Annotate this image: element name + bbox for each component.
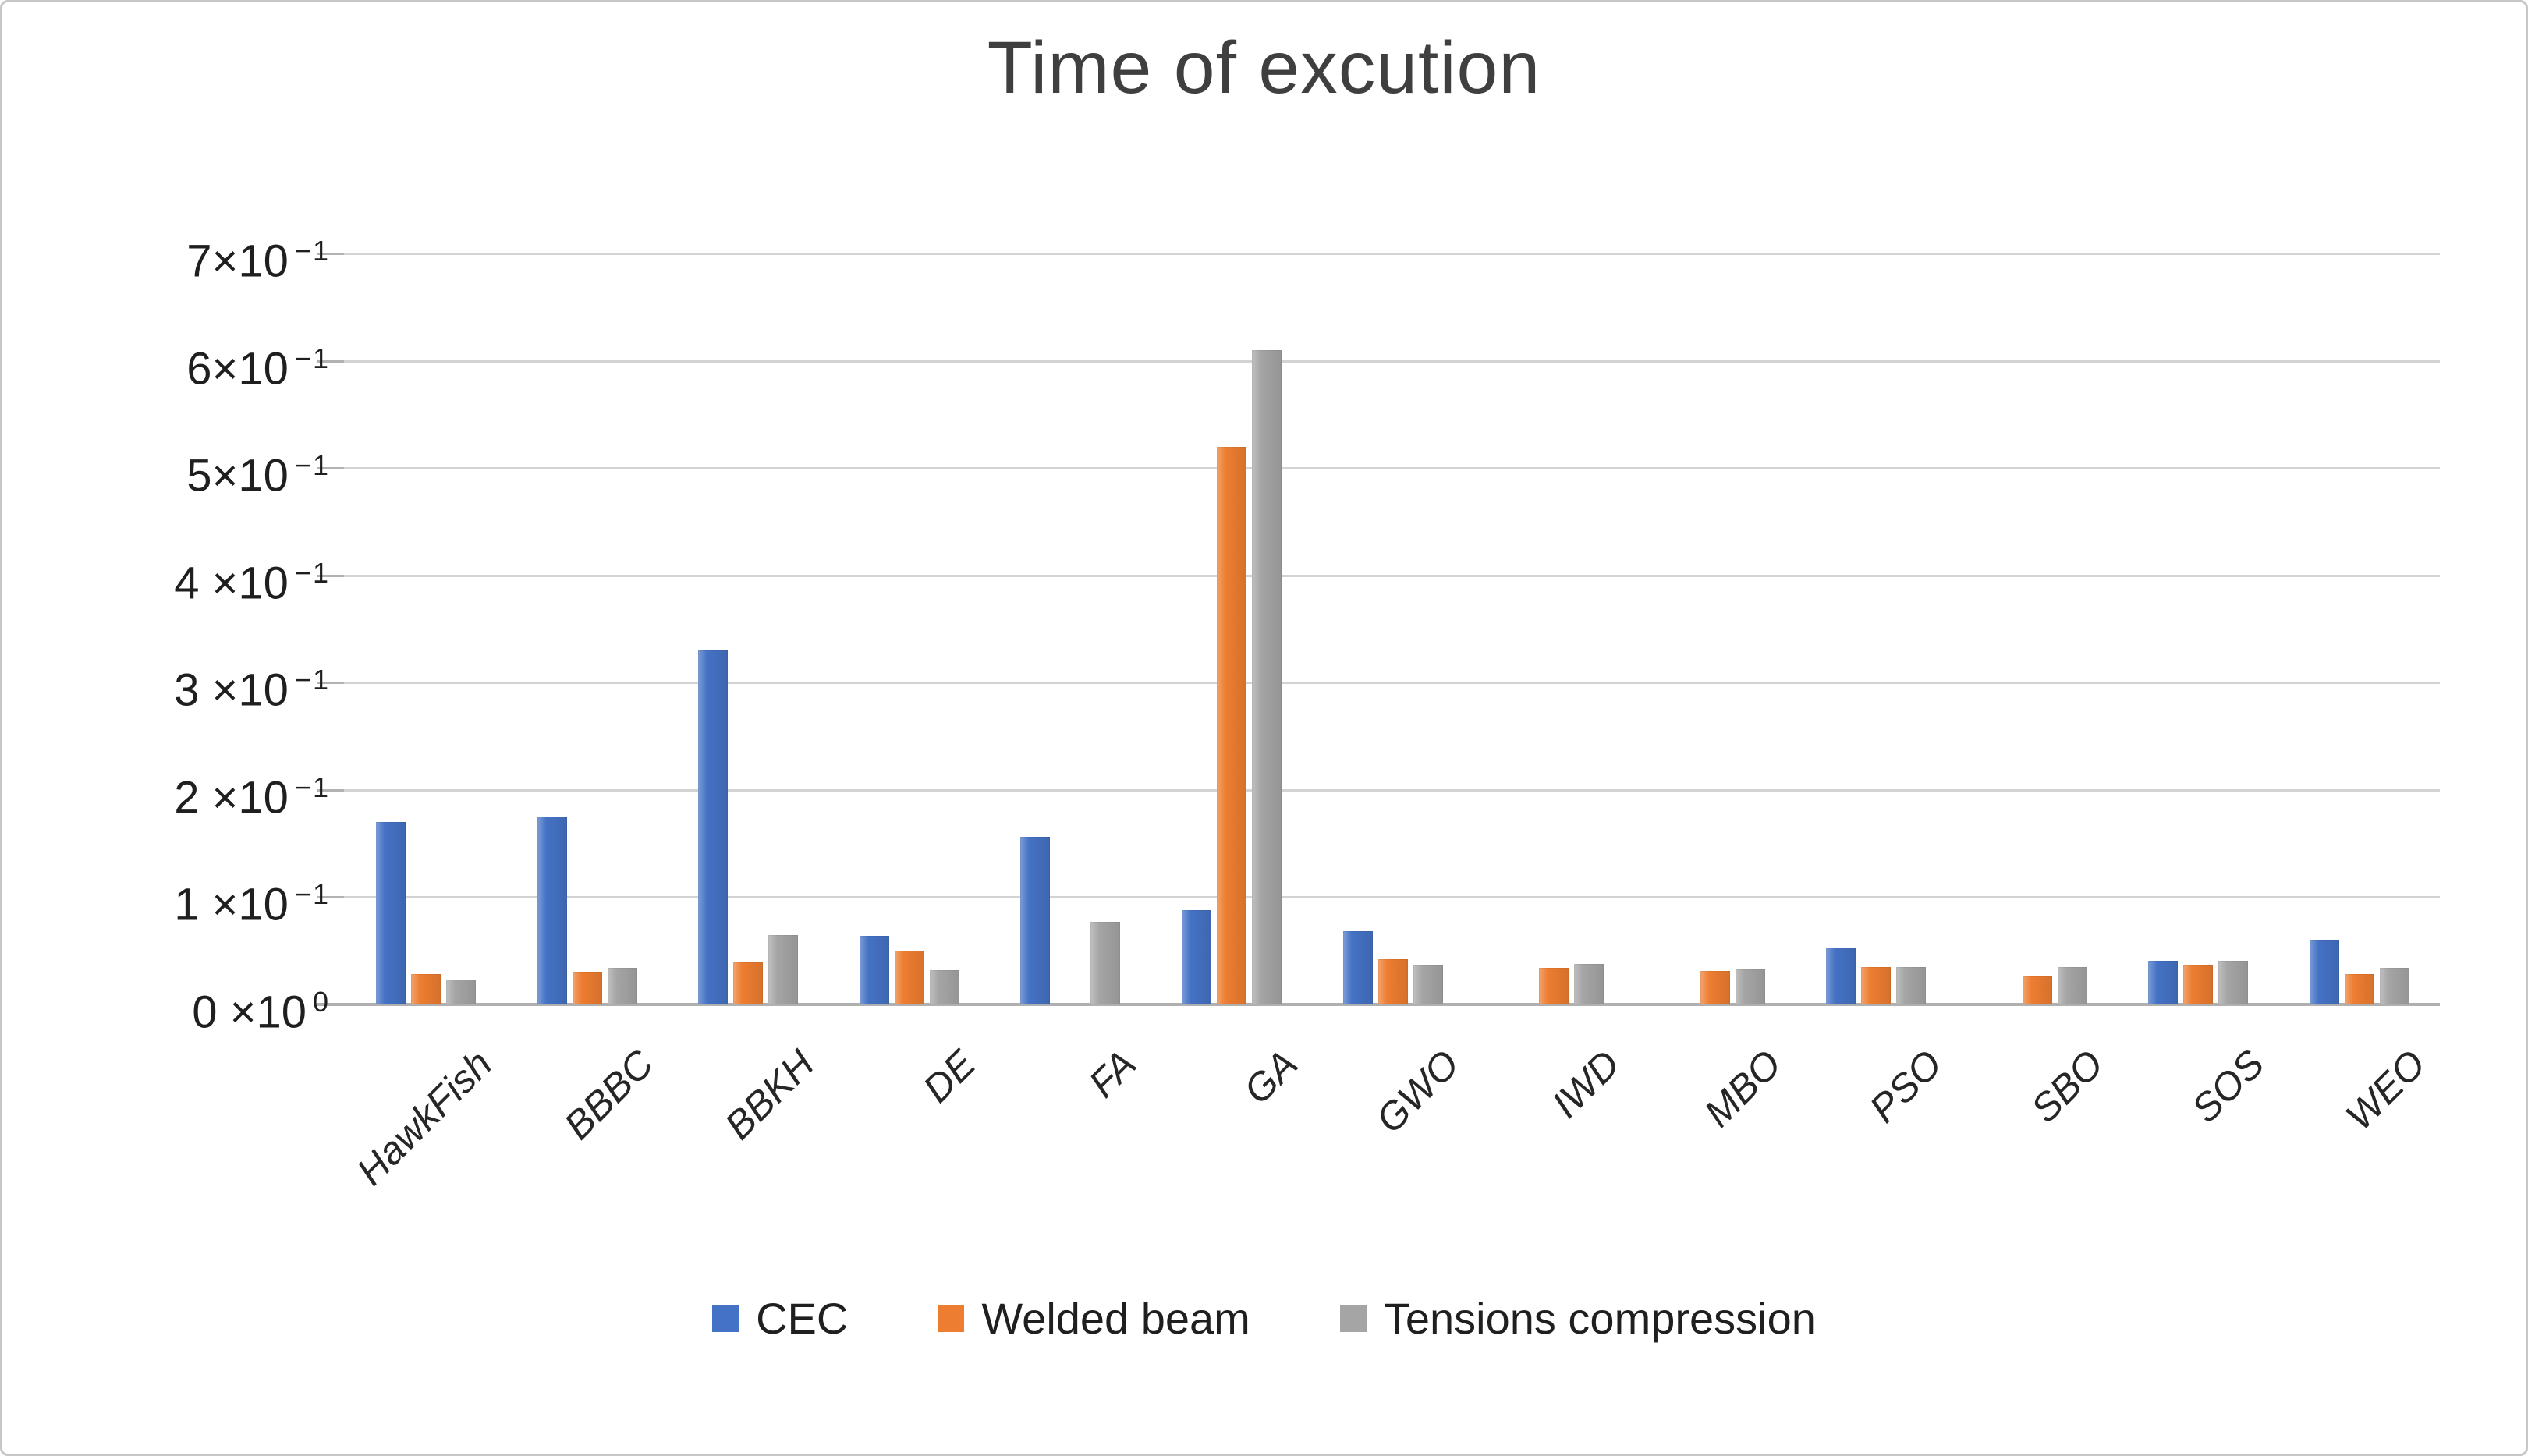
x-label-sos: SOS (2183, 1041, 2273, 1131)
x-label-gwo: GWO (1367, 1041, 1467, 1142)
axis-tick (317, 467, 344, 470)
x-label-mbo: MBO (1695, 1041, 1789, 1135)
bar-cec-gwo (1342, 931, 1373, 1004)
legend-item-tensions-compression: Tensions compression (1339, 1293, 1816, 1344)
bar-welded-beam-de (894, 951, 924, 1004)
bar-tensions-compression-sbo (2057, 967, 2087, 1004)
bar-tensions-compression-sos (2218, 961, 2249, 1004)
bar-tensions-compression-fa (1090, 922, 1121, 1004)
bar-welded-beam-bbbc (572, 972, 602, 1004)
x-label-bbbc: BBBC (555, 1041, 662, 1148)
bar-cec-hawkfish (376, 822, 406, 1004)
bar-welded-beam-iwd (1539, 968, 1569, 1004)
legend-swatch-welded-beam (938, 1305, 965, 1332)
legend-item-cec: CEC (712, 1293, 848, 1344)
x-label-de: DE (914, 1041, 984, 1111)
x-label-weo: WEO (2336, 1041, 2434, 1139)
axis-tick (317, 682, 344, 685)
legend: CEC Welded beam Tensions compression (2, 1293, 2526, 1344)
bar-tensions-compression-gwo (1413, 965, 1443, 1004)
y-tick-label-0: 0 ×10 0 (192, 986, 330, 1038)
chart-title: Time of excution (987, 27, 1541, 109)
x-axis-line (317, 1003, 2440, 1006)
plot-area (317, 253, 2440, 1006)
bar-welded-beam-hawkfish (411, 974, 441, 1004)
legend-item-welded-beam: Welded beam (938, 1293, 1250, 1344)
y-tick-label-2: 2 ×10 −1 (174, 771, 330, 824)
x-label-bbkh: BBKH (716, 1041, 823, 1148)
bar-tensions-compression-pso (1896, 967, 1927, 1004)
legend-swatch-tensions-compression (1339, 1305, 1367, 1332)
bar-welded-beam-sbo (2022, 976, 2052, 1004)
bar-welded-beam-mbo (1700, 971, 1730, 1004)
bar-tensions-compression-hawkfish (446, 980, 477, 1004)
bar-welded-beam-ga (1216, 447, 1246, 1004)
bar-welded-beam-pso (1861, 967, 1892, 1004)
bar-welded-beam-weo (2344, 974, 2374, 1004)
y-tick-label-1: 1 ×10 −1 (174, 878, 330, 930)
bar-tensions-compression-de (929, 970, 959, 1004)
bar-tensions-compression-weo (2379, 968, 2409, 1004)
bar-cec-fa (1020, 837, 1051, 1004)
axis-tick (317, 896, 344, 899)
gridline-7 (317, 253, 2440, 255)
legend-label-cec: CEC (756, 1294, 849, 1343)
legend-swatch-cec (712, 1305, 739, 1332)
gridline-2 (317, 788, 2440, 792)
bar-welded-beam-gwo (1377, 959, 1408, 1004)
x-label-hawkfish: HawkFish (348, 1041, 501, 1194)
bar-tensions-compression-ga (1251, 350, 1282, 1004)
y-tick-label-6: 6×10 −1 (186, 342, 330, 394)
axis-tick (317, 574, 344, 577)
bar-welded-beam-bbkh (733, 962, 764, 1004)
bar-tensions-compression-bbbc (607, 968, 637, 1004)
legend-label-tensions-compression: Tensions compression (1383, 1294, 1816, 1343)
gridline-4 (317, 574, 2440, 577)
bar-welded-beam-sos (2183, 965, 2214, 1004)
gridline-3 (317, 682, 2440, 685)
bar-cec-bbkh (698, 650, 729, 1004)
y-tick-label-3: 3 ×10 −1 (174, 664, 330, 716)
axis-tick (317, 253, 344, 255)
legend-label-welded-beam: Welded beam (981, 1294, 1250, 1343)
y-tick-label-4: 4 ×10 −1 (174, 556, 330, 609)
bar-cec-bbbc (537, 817, 567, 1004)
bar-cec-weo (2309, 940, 2339, 1004)
y-tick-label-5: 5×10 −1 (186, 449, 330, 501)
axis-tick (317, 360, 344, 363)
x-label-pso: PSO (1861, 1041, 1951, 1131)
axis-tick (317, 788, 344, 792)
gridline-6 (317, 360, 2440, 363)
gridline-1 (317, 896, 2440, 899)
gridline-5 (317, 467, 2440, 470)
x-label-sbo: SBO (2022, 1041, 2111, 1131)
bar-cec-sos (2148, 961, 2179, 1004)
x-label-fa: FA (1080, 1041, 1145, 1106)
x-label-iwd: IWD (1544, 1041, 1629, 1127)
bar-cec-de (859, 936, 889, 1004)
y-tick-label-7: 7×10 −1 (186, 235, 330, 287)
bar-tensions-compression-bbkh (768, 935, 799, 1004)
bar-tensions-compression-mbo (1735, 969, 1765, 1004)
bar-cec-ga (1181, 910, 1211, 1004)
bar-tensions-compression-iwd (1574, 964, 1604, 1004)
bar-cec-pso (1826, 948, 1856, 1004)
x-label-ga: GA (1235, 1041, 1307, 1113)
